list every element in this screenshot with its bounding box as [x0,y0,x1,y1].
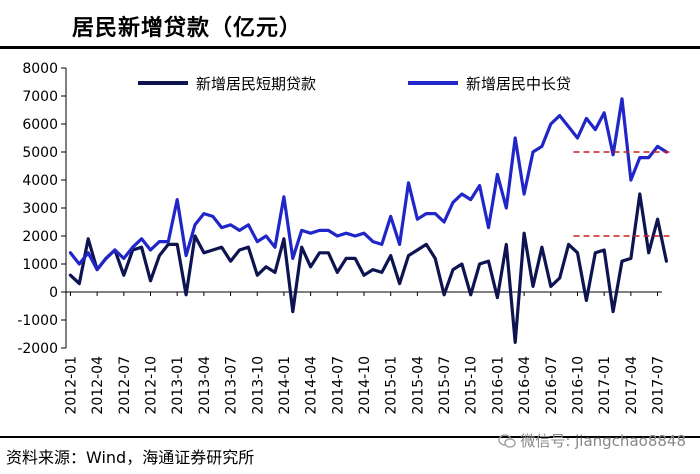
x-tick-label: 2016-04 [517,356,533,415]
x-tick-label: 2017-04 [624,356,640,415]
x-tick-label: 2014-04 [304,356,320,415]
chart-axes: -2000 -1000 0 1000 2000 3000 4000 5000 6000 7000 8… [17,61,666,415]
series-line-long-term [68,97,668,272]
x-tick-label: 2016-01 [490,356,506,415]
y-tick-label: -2000 [17,341,58,357]
y-tick-label: 1000 [22,257,58,273]
watermark-text: 微信号: jiangchao8848 [520,432,686,450]
y-tick-label: 5000 [22,145,58,161]
y-tick-label: 3000 [22,201,58,217]
y-tick-label: -1000 [17,313,58,329]
x-tick-label: 2017-07 [651,356,667,415]
y-tick-label: 4000 [22,173,58,189]
y-tick-label: 7000 [22,89,58,105]
series-layer [68,97,672,344]
x-tick-label: 2015-07 [437,356,453,415]
x-tick-label: 2013-07 [224,356,240,415]
wechat-icon [498,434,516,448]
y-tick-label: 2000 [22,229,58,245]
legend-label-long-term: 新增居民中长贷 [466,75,571,93]
x-tick-label: 2012-04 [90,356,106,415]
series-line-short-term [68,192,668,344]
x-tick-label: 2016-07 [544,356,560,415]
y-tick-label: 6000 [22,117,58,133]
x-tick-label: 2016-10 [570,356,586,415]
title-bar: 居民新增贷款（亿元） [0,0,700,50]
source-note: 资料来源：Wind，海通证券研究所 [6,448,255,467]
x-tick-label: 2014-01 [277,356,293,415]
x-tick-label: 2015-10 [464,356,480,415]
x-tick-label: 2015-01 [384,356,400,415]
footer-divider [0,436,700,438]
x-tick-label: 2014-10 [357,356,373,415]
x-tick-label: 2015-04 [410,356,426,415]
loan-line-chart: -2000 -1000 0 1000 2000 3000 4000 5000 6000 7000 8… [17,61,672,415]
x-tick-label: 2014-07 [330,356,346,415]
y-tick-label: 0 [49,285,58,301]
page-title: 居民新增贷款（亿元） [72,16,303,41]
title-divider [0,46,700,49]
x-tick-label: 2012-01 [63,356,79,415]
x-tick-label: 2013-04 [197,356,213,415]
chart-legend: 新增居民短期贷款 新增居民中长贷 [138,75,571,93]
x-tick-label: 2013-10 [250,356,266,415]
watermark: 微信号: jiangchao8848 [498,430,686,451]
x-tick-label: 2017-01 [597,356,613,415]
legend-label-short-term: 新增居民短期贷款 [196,75,316,93]
y-tick-label: 8000 [22,61,58,77]
x-tick-label: 2012-10 [144,356,160,415]
x-tick-label: 2013-01 [170,356,186,415]
x-tick-label: 2012-07 [117,356,133,415]
